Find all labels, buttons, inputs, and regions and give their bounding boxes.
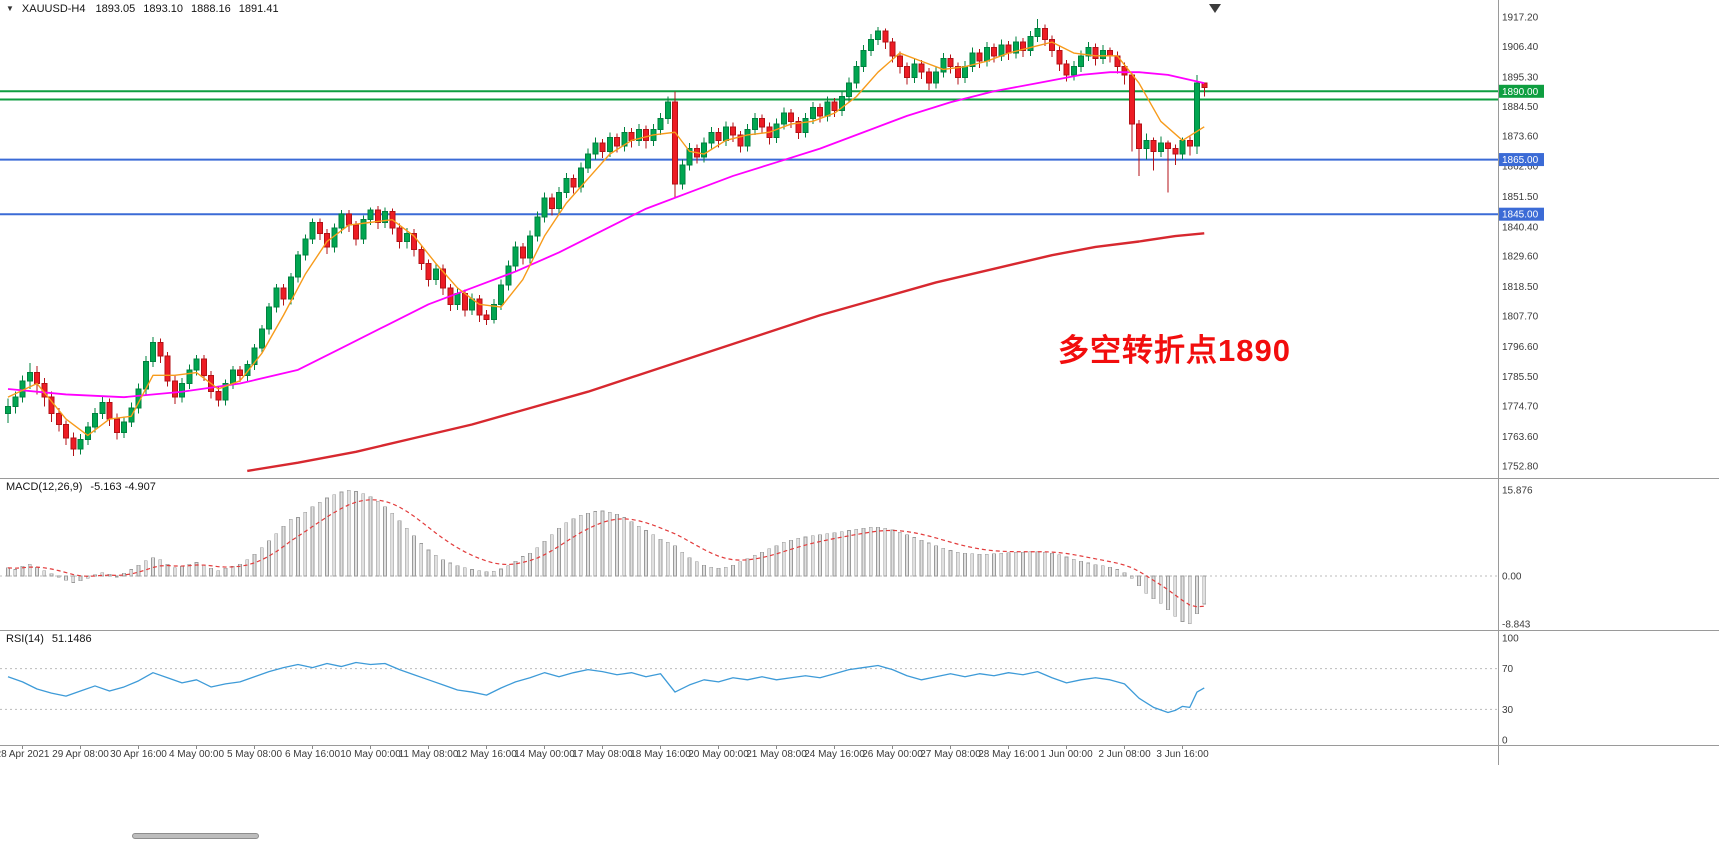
svg-text:1785.50: 1785.50: [1502, 372, 1539, 383]
svg-text:3 Jun 16:00: 3 Jun 16:00: [1156, 749, 1209, 760]
price-level-badge: 1890.00: [1499, 84, 1544, 98]
open-value: 1893.05: [95, 3, 136, 15]
svg-text:0: 0: [1502, 736, 1508, 747]
svg-text:70: 70: [1502, 664, 1514, 675]
macd-signal-line: [7, 499, 1205, 608]
svg-text:26 May 00:00: 26 May 00:00: [862, 749, 923, 760]
svg-text:14 May 00:00: 14 May 00:00: [514, 749, 575, 760]
svg-text:30 Apr 16:00: 30 Apr 16:00: [110, 749, 167, 760]
svg-text:1884.50: 1884.50: [1502, 102, 1539, 113]
svg-text:28 Apr 2021: 28 Apr 2021: [0, 749, 50, 760]
chart-shift-marker-icon[interactable]: [1209, 4, 1221, 13]
svg-text:11 May 08:00: 11 May 08:00: [399, 749, 459, 760]
svg-text:0.00: 0.00: [1502, 572, 1522, 583]
svg-text:18 May 16:00: 18 May 16:00: [630, 749, 691, 760]
svg-text:4 May 00:00: 4 May 00:00: [169, 749, 224, 760]
svg-text:20 May 00:00: 20 May 00:00: [688, 749, 749, 760]
chart-ohlc-header: ▼ XAUUSD-H4 1893.05 1893.10 1888.16 1891…: [6, 3, 279, 15]
close-value: 1891.41: [238, 3, 279, 15]
svg-text:29 Apr 08:00: 29 Apr 08:00: [52, 749, 109, 760]
rsi-axis: 100 70 30 0: [1502, 634, 1519, 747]
svg-text:-8.843: -8.843: [1502, 619, 1531, 630]
rsi-indicator-header: RSI(14) 51.1486: [6, 633, 92, 645]
svg-text:30: 30: [1502, 705, 1514, 716]
svg-text:1873.60: 1873.60: [1502, 132, 1539, 143]
svg-text:1763.60: 1763.60: [1502, 432, 1539, 443]
horizontal-scrollbar-thumb[interactable]: [132, 833, 259, 839]
svg-text:1851.50: 1851.50: [1502, 192, 1539, 203]
svg-text:15.876: 15.876: [1502, 486, 1533, 497]
chart-text-annotation[interactable]: 多空转折点1890: [1058, 333, 1291, 368]
svg-text:1807.70: 1807.70: [1502, 312, 1539, 323]
svg-text:1752.80: 1752.80: [1502, 462, 1539, 473]
low-value: 1888.16: [191, 3, 231, 15]
svg-text:1774.70: 1774.70: [1502, 402, 1539, 413]
svg-text:10 May 00:00: 10 May 00:00: [340, 749, 401, 760]
price-level-badge: 1845.00: [1499, 207, 1544, 221]
macd-label: MACD(12,26,9): [6, 481, 83, 493]
svg-text:1796.60: 1796.60: [1502, 342, 1539, 353]
ma-slow-line: [247, 232, 1205, 473]
svg-text:1845.00: 1845.00: [1502, 210, 1539, 221]
svg-text:17 May 08:00: 17 May 08:00: [572, 749, 633, 760]
svg-text:21 May 08:00: 21 May 08:00: [746, 749, 807, 760]
symbol-timeframe-label: XAUUSD-H4: [21, 3, 86, 15]
svg-text:1890.00: 1890.00: [1502, 87, 1539, 98]
macd-histogram: [6, 490, 1207, 624]
svg-text:1895.30: 1895.30: [1502, 72, 1539, 83]
horizontal-level-lines[interactable]: [0, 90, 1498, 216]
rsi-line: [7, 661, 1205, 714]
svg-text:100: 100: [1502, 634, 1519, 645]
svg-text:1865.00: 1865.00: [1502, 155, 1539, 166]
ma-mid-line: [7, 71, 1205, 399]
svg-text:12 May 16:00: 12 May 16:00: [456, 749, 517, 760]
price-level-badge: 1865.00: [1499, 153, 1544, 167]
svg-text:1917.20: 1917.20: [1502, 13, 1539, 24]
panel-separators: [0, 0, 1719, 765]
rsi-value: 51.1486: [51, 633, 92, 645]
svg-text:2 Jun 08:00: 2 Jun 08:00: [1098, 749, 1151, 760]
svg-text:1818.50: 1818.50: [1502, 282, 1539, 293]
price-axis: 1917.20 1906.40 1895.30 1884.50 1873.60 1862.…: [1502, 13, 1539, 473]
macd-axis: 15.876 0.00 -8.843: [1502, 486, 1533, 631]
svg-text:27 May 08:00: 27 May 08:00: [920, 749, 981, 760]
time-axis: 28 Apr 2021 29 Apr 08:00 30 Apr 16:00 4 May…: [0, 746, 1209, 760]
svg-text:1840.40: 1840.40: [1502, 222, 1539, 233]
svg-text:5 May 08:00: 5 May 08:00: [227, 749, 282, 760]
svg-text:1862.60: 1862.60: [1502, 162, 1539, 173]
svg-text:6 May 16:00: 6 May 16:00: [285, 749, 340, 760]
svg-text:28 May 16:00: 28 May 16:00: [978, 749, 1039, 760]
svg-text:1829.60: 1829.60: [1502, 252, 1539, 263]
ma-fast-line: [7, 41, 1205, 437]
rsi-label: RSI(14): [6, 633, 44, 645]
svg-text:1 Jun 00:00: 1 Jun 00:00: [1040, 749, 1093, 760]
high-value: 1893.10: [143, 3, 184, 15]
svg-text:1906.40: 1906.40: [1502, 42, 1539, 53]
symbol-collapse-icon[interactable]: ▼: [6, 4, 14, 13]
macd-indicator-header: MACD(12,26,9) -5.163 -4.907: [6, 481, 156, 493]
macd-values: -5.163 -4.907: [90, 481, 156, 493]
svg-text:24 May 16:00: 24 May 16:00: [804, 749, 865, 760]
